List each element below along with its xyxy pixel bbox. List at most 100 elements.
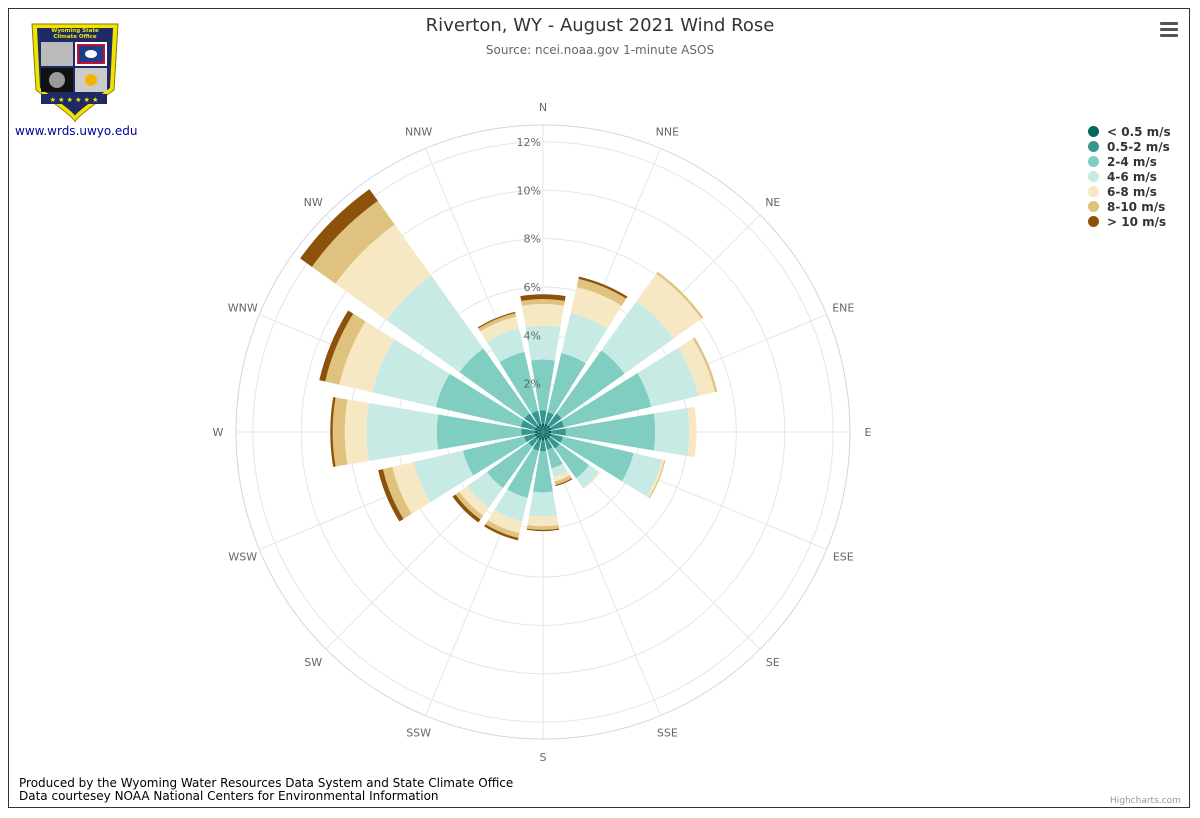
wind-rose-bar <box>543 432 550 439</box>
y-tick-label: 6% <box>524 281 541 294</box>
wind-rose-bar <box>325 313 366 385</box>
direction-label: S <box>540 751 547 764</box>
legend-label: 8-10 m/s <box>1107 199 1166 214</box>
wind-rose-bar <box>435 373 524 427</box>
wind-rose-bar <box>543 427 552 432</box>
wind-rose-bar <box>520 419 536 431</box>
wind-rose-bar <box>311 200 395 284</box>
wind-rose-bar <box>687 406 697 458</box>
wind-rose-bar <box>541 423 545 432</box>
wind-rose-bar <box>547 353 586 415</box>
wind-rose-bar <box>538 423 543 432</box>
wind-rose-bar <box>527 515 559 527</box>
direction-label: NNW <box>405 126 432 139</box>
wind-rose-bar <box>521 303 565 328</box>
legend-item[interactable]: > 10 m/s <box>1088 214 1171 229</box>
wind-rose-bar <box>372 339 450 408</box>
website-link[interactable]: www.wrds.uwyo.edu <box>15 124 138 138</box>
wind-rose-bar <box>547 413 562 428</box>
wind-rose-bar <box>570 287 622 329</box>
wind-rose-bar <box>467 472 503 508</box>
wind-rose-bar <box>386 275 484 373</box>
wind-rose-bar <box>543 430 552 434</box>
wind-rose-bar <box>543 425 550 432</box>
wind-rose-bar <box>551 428 566 436</box>
wind-rose-bar <box>543 432 548 441</box>
legend-dot-icon <box>1088 156 1099 167</box>
direction-label: N <box>539 101 547 114</box>
wind-rose-bar <box>459 486 489 516</box>
wind-rose-bar <box>526 524 560 530</box>
logo-badge-text: Climate Office <box>53 34 97 40</box>
wind-rose-bar <box>547 447 563 469</box>
wind-rose-bar <box>480 316 519 342</box>
wind-rose-bar <box>637 347 699 407</box>
wind-rose-bars <box>300 189 718 541</box>
wind-rose-bar <box>556 350 625 419</box>
legend-item[interactable]: 6-8 m/s <box>1088 184 1171 199</box>
direction-label: SSE <box>657 726 678 739</box>
wind-rose-bar <box>692 337 718 393</box>
axis-labels: 2% 4% 6% 8% 10% 12% N NNE NE ENE E ESE SE SSE S SSW SW WS… <box>213 101 872 764</box>
wind-rose-bar <box>656 271 704 319</box>
legend-item[interactable]: 8-10 m/s <box>1088 199 1171 214</box>
direction-label: ESE <box>833 550 854 563</box>
footer-line: Produced by the Wyoming Water Resources … <box>19 776 514 790</box>
legend-label: > 10 m/s <box>1107 214 1167 229</box>
chart-title: Riverton, WY - August 2021 Wind Rose <box>425 15 775 36</box>
wind-rose-bar <box>565 413 656 451</box>
legend-item[interactable]: 2-4 m/s <box>1088 154 1171 169</box>
wind-rose-bar <box>554 443 590 479</box>
wind-rose-bar <box>486 328 525 363</box>
wind-rose-bar <box>382 466 412 519</box>
direction-label: NE <box>765 196 780 209</box>
legend-item[interactable]: < 0.5 m/s <box>1088 124 1171 139</box>
legend-item[interactable]: 0.5-2 m/s <box>1088 139 1171 154</box>
wind-rose-bar <box>524 413 539 428</box>
wind-rose-bar <box>551 463 568 477</box>
stars-icon: ★ ★ ★ ★ ★ ★ <box>50 96 99 104</box>
wind-rose-bar <box>478 313 517 332</box>
wind-rose-bar <box>319 310 354 382</box>
wind-rose-bar <box>436 414 522 450</box>
wind-rose-bar <box>578 276 628 299</box>
wind-rose-bar <box>486 442 533 489</box>
wind-rose-bar <box>485 520 520 538</box>
highcharts-credits[interactable]: Highcharts.com <box>1110 796 1181 806</box>
wind-rose-bar <box>544 411 554 425</box>
outer-ring <box>235 124 851 740</box>
legend-item[interactable]: 4-6 m/s <box>1088 169 1171 184</box>
wind-rose-bar <box>554 475 572 485</box>
wind-rose-bar <box>534 430 543 434</box>
legend-dot-icon <box>1088 171 1099 182</box>
wind-rose-bar <box>494 489 528 522</box>
wind-rose-bar <box>544 439 553 450</box>
wind-rose-bar <box>455 491 484 520</box>
wind-rose-bar <box>525 325 561 361</box>
wind-rose-bar <box>521 428 535 436</box>
wind-rose-bar <box>332 397 348 467</box>
wind-rose-bar <box>646 459 665 498</box>
wind-rose-bar <box>534 427 543 432</box>
hamburger-line-icon <box>1160 28 1178 31</box>
chart-subtitle: Source: ncei.noaa.gov 1-minute ASOS <box>485 43 715 57</box>
direction-label: W <box>213 426 224 439</box>
wind-rose-bar <box>462 436 527 476</box>
wind-rose-bar <box>477 311 516 329</box>
wind-rose-bar <box>636 273 702 339</box>
legend-label: 0.5-2 m/s <box>1107 139 1170 154</box>
wind-rose-bar <box>543 432 552 437</box>
direction-label: WNW <box>228 302 258 315</box>
context-menu-button[interactable] <box>1158 20 1180 40</box>
direction-label: NNE <box>656 126 679 139</box>
wind-rose-bar <box>539 440 547 452</box>
hamburger-line-icon <box>1160 22 1178 25</box>
wind-rose-bar <box>576 278 627 306</box>
legend-dot-icon <box>1088 201 1099 212</box>
wind-rose-bar <box>532 439 542 451</box>
wind-rose-bar <box>553 470 570 482</box>
legend-dot-icon <box>1088 141 1099 152</box>
wind-rose-bar <box>560 436 634 482</box>
y-tick-label: 2% <box>524 378 541 391</box>
legend-dot-icon <box>1088 126 1099 137</box>
